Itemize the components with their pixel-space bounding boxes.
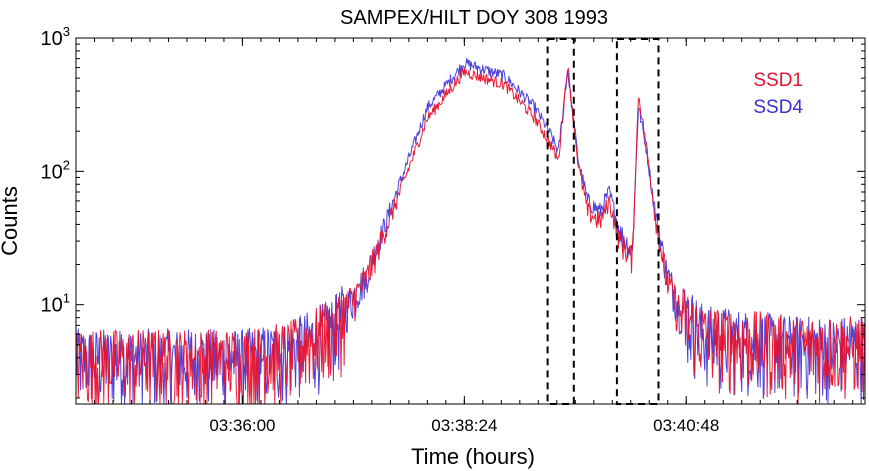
legend-entry-ssd1: SSD1 [753,70,803,91]
chart-title: SAMPEX/HILT DOY 308 1993 [340,7,608,29]
plot-frame [75,37,866,405]
x-tick-label: 03:40:48 [653,416,719,435]
series-ssd1 [75,67,866,405]
y-tick-labels: 101 102 103 [41,24,70,317]
x-axis-label: Time (hours) [411,444,535,469]
x-tick-label: 03:38:24 [431,416,497,435]
highlight-box-layer [546,38,660,405]
series-line-ssd1 [75,67,866,405]
x-tick-labels: 03:36:00 03:38:24 03:40:48 [209,416,719,435]
legend-entry-ssd4: SSD4 [753,97,803,118]
x-tick-label: 03:36:00 [209,416,275,435]
legend: SSD1 SSD4 [753,70,803,118]
highlight-box-1 [546,38,575,405]
axis-ticks [75,37,865,404]
y-tick-label: 103 [41,24,70,50]
y-tick-label: 101 [41,291,70,317]
series-layer [75,57,866,405]
highlight-box-2 [615,38,660,405]
y-tick-label: 102 [41,157,70,183]
y-axis-label: Counts [0,186,22,256]
plot-area [75,37,866,405]
